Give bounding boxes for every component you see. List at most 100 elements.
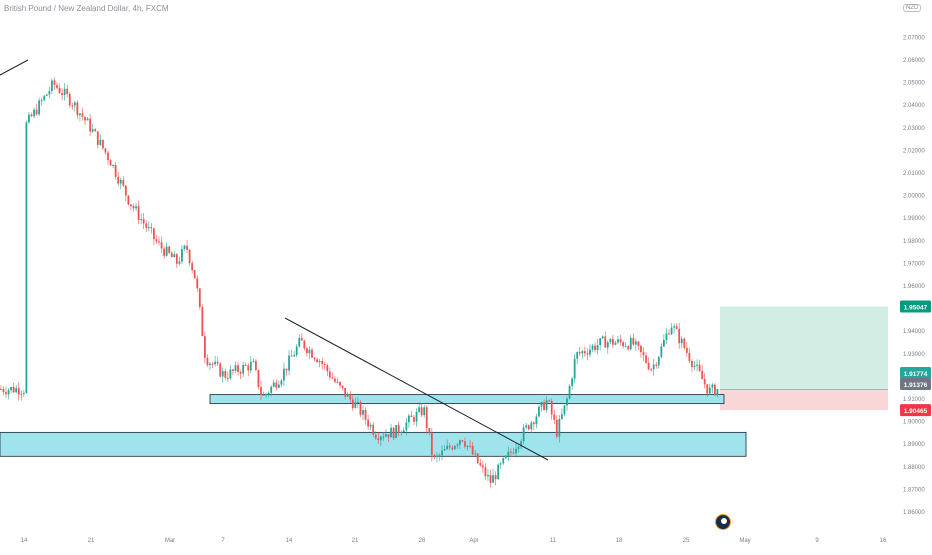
candle-body xyxy=(224,371,227,378)
candle-body xyxy=(288,355,290,371)
trendline-top[interactable] xyxy=(0,59,29,76)
candle-body xyxy=(211,363,214,365)
candle-body xyxy=(242,364,245,374)
candle-body xyxy=(438,455,441,457)
candle-body xyxy=(53,80,56,85)
candle-body xyxy=(640,345,642,353)
candle-body xyxy=(655,364,658,366)
candle-body xyxy=(265,394,267,396)
candle-body xyxy=(688,352,691,361)
candle-body xyxy=(262,394,265,396)
candle-body xyxy=(135,206,137,209)
candle-body xyxy=(657,356,660,366)
trendline-descending[interactable] xyxy=(284,317,549,461)
candle-body xyxy=(295,346,298,356)
candle-body xyxy=(535,416,538,425)
candle-body xyxy=(379,436,382,441)
support-zone-upper[interactable] xyxy=(209,394,725,405)
candle-body xyxy=(675,326,678,329)
candle-body xyxy=(652,364,655,370)
candle-body xyxy=(15,388,18,393)
candle-body xyxy=(489,474,492,483)
candle-body xyxy=(548,400,551,402)
candle-body xyxy=(377,438,380,441)
y-tick-label: 2.04000 xyxy=(903,103,925,109)
candle-body xyxy=(280,380,283,385)
candle-body xyxy=(617,339,619,343)
candle-body xyxy=(198,288,201,308)
candle-body xyxy=(390,427,392,438)
candle-body xyxy=(45,94,48,96)
candle-body xyxy=(553,414,556,420)
candle-body xyxy=(191,263,194,271)
candle-body xyxy=(229,369,232,379)
candle-body xyxy=(555,419,558,437)
y-tick-label: 1.87000 xyxy=(903,487,925,493)
candle-body xyxy=(181,248,183,262)
candle-body xyxy=(334,378,336,382)
candle-body xyxy=(627,346,630,350)
candle-body xyxy=(89,118,92,132)
candle-body xyxy=(25,122,28,393)
candle-body xyxy=(272,382,275,387)
y-tick-label: 1.88000 xyxy=(903,465,925,471)
candle-body xyxy=(316,359,318,363)
candle-body xyxy=(328,371,331,378)
candle-body xyxy=(423,407,426,416)
y-tick-label: 2.03000 xyxy=(903,126,925,132)
target-price-label: 1.95047 xyxy=(904,305,928,312)
candle-body xyxy=(456,444,459,446)
y-tick-label: 1.97000 xyxy=(903,261,925,267)
candle-body xyxy=(668,333,670,335)
currency-badge[interactable]: NZD xyxy=(903,4,922,12)
candle-body xyxy=(372,424,375,435)
candle-body xyxy=(395,425,398,439)
candle-body xyxy=(56,84,58,88)
candle-body xyxy=(576,352,579,359)
candle-body xyxy=(234,365,237,371)
candle-body xyxy=(160,242,163,249)
candle-body xyxy=(130,204,132,207)
target-zone[interactable] xyxy=(720,306,888,390)
candle-body xyxy=(147,227,150,229)
candle-body xyxy=(127,195,130,205)
candle-body xyxy=(369,424,372,427)
candle-body xyxy=(331,377,334,379)
candle-body xyxy=(374,434,377,439)
candle-body xyxy=(326,365,329,372)
candle-body xyxy=(614,342,617,345)
candle-body xyxy=(117,176,120,184)
candle-body xyxy=(313,357,316,360)
candle-body xyxy=(99,139,102,145)
candle-body xyxy=(469,445,471,447)
stop-zone[interactable] xyxy=(720,389,888,411)
candle-body xyxy=(293,355,296,357)
candle-body xyxy=(543,402,545,411)
candle-body xyxy=(206,357,209,366)
stop-price-label: 1.90465 xyxy=(904,408,928,415)
candle-body xyxy=(558,418,561,437)
candle-body xyxy=(566,398,568,406)
candle-body xyxy=(578,352,581,354)
candle-body xyxy=(40,100,43,102)
candle-body xyxy=(494,475,497,480)
candle-body xyxy=(255,361,257,370)
candle-body xyxy=(693,365,696,367)
candle-body xyxy=(622,342,624,347)
candle-body xyxy=(599,338,602,346)
candle-body xyxy=(476,453,479,464)
candle-body xyxy=(634,341,637,345)
candle-body xyxy=(604,336,607,348)
candle-body xyxy=(448,445,451,448)
candle-body xyxy=(637,341,640,346)
candle-body xyxy=(51,80,53,92)
candle-body xyxy=(492,475,494,483)
candle-body xyxy=(30,114,33,117)
candle-body xyxy=(216,361,219,364)
entry-price-label: 1.91376 xyxy=(904,382,928,389)
x-tick-label: 18 xyxy=(616,538,623,544)
candle-body xyxy=(703,379,706,385)
entry-price-label-bg xyxy=(900,378,931,390)
